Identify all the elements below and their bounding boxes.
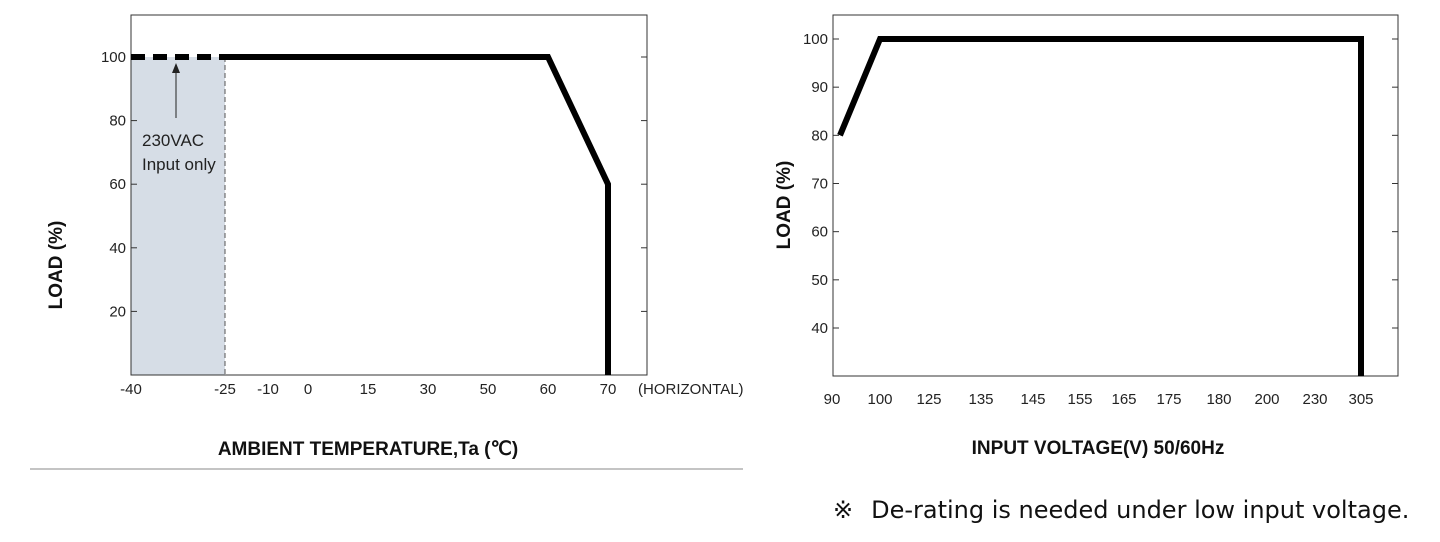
right-y-tick-label: 60 — [811, 224, 828, 241]
right-x-tick-label: 165 — [1111, 391, 1136, 408]
right-x-tick-label: 90 — [824, 391, 841, 408]
annotation-arrowhead — [172, 63, 180, 73]
right-chart-plot-area — [832, 14, 1399, 377]
reference-mark: ※ — [833, 496, 854, 524]
right-x-ticks: 90 100 125 135 145 155 165 175 180 200 230 305 — [824, 391, 1374, 408]
right-x-tick-label: 200 — [1254, 391, 1279, 408]
left-x-tick-label: -25 — [214, 381, 236, 398]
right-y-axis-title: LOAD (%) — [774, 161, 795, 250]
left-y-ticks: 20 40 60 80 100 — [101, 49, 647, 320]
right-y-tick-label: 50 — [811, 272, 828, 289]
left-x-tick-label: -10 — [257, 381, 279, 398]
left-x-tick-label: -40 — [120, 381, 142, 398]
note-text: De-rating is needed under low input volt… — [871, 496, 1410, 524]
right-y-tick-label: 40 — [811, 320, 828, 337]
derating-note: ※ De-rating is needed under low input vol… — [833, 496, 1409, 524]
left-y-axis-title: LOAD (%) — [46, 221, 67, 310]
right-x-tick-label: 230 — [1302, 391, 1327, 408]
right-x-tick-label: 125 — [916, 391, 941, 408]
right-x-tick-label: 155 — [1067, 391, 1092, 408]
right-y-tick-label: 90 — [811, 79, 828, 96]
right-y-tick-label: 100 — [803, 31, 828, 48]
left-y-tick-label: 20 — [109, 303, 126, 320]
left-x-tick-label: 60 — [540, 381, 557, 398]
left-series-group — [131, 54, 611, 375]
left-y-tick-label: 40 — [109, 240, 126, 257]
annotation-line-2: Input only — [142, 155, 216, 174]
right-x-axis-title: INPUT VOLTAGE(V) 50/60Hz — [972, 438, 1225, 459]
left-y-tick-label: 100 — [101, 49, 126, 66]
right-x-tick-label: 100 — [867, 391, 892, 408]
right-x-tick-label: 180 — [1206, 391, 1231, 408]
left-x-tick-label: 70 — [600, 381, 617, 398]
left-x-tick-label: 0 — [304, 381, 312, 398]
left-x-axis-title: AMBIENT TEMPERATURE,Ta (℃) — [218, 439, 518, 460]
right-x-tick-label: 305 — [1348, 391, 1373, 408]
right-x-tick-label: 145 — [1020, 391, 1045, 408]
shaded-region-230vac — [131, 57, 225, 375]
left-x-tick-label: 50 — [480, 381, 497, 398]
right-y-tick-label: 80 — [811, 127, 828, 144]
right-x-tick-label: 175 — [1156, 391, 1181, 408]
left-x-ticks: -40 -25 -10 0 15 30 50 60 70 — [120, 381, 616, 398]
left-x-tick-label: 15 — [360, 381, 377, 398]
right-series-solid-line — [837, 36, 1364, 377]
right-series-group — [837, 36, 1364, 377]
left-x-suffix-label: (HORIZONTAL) — [638, 381, 744, 398]
right-y-tick-label: 70 — [811, 176, 828, 193]
left-series-solid-line — [225, 54, 611, 375]
annotation-line-1: 230VAC — [142, 131, 204, 150]
left-y-tick-label: 80 — [109, 113, 126, 130]
left-chart-plot-area — [130, 14, 648, 376]
right-y-ticks: 40 50 60 70 80 90 100 — [803, 31, 1398, 337]
left-x-tick-label: 30 — [420, 381, 437, 398]
left-y-tick-label: 60 — [109, 176, 126, 193]
right-x-tick-label: 135 — [968, 391, 993, 408]
